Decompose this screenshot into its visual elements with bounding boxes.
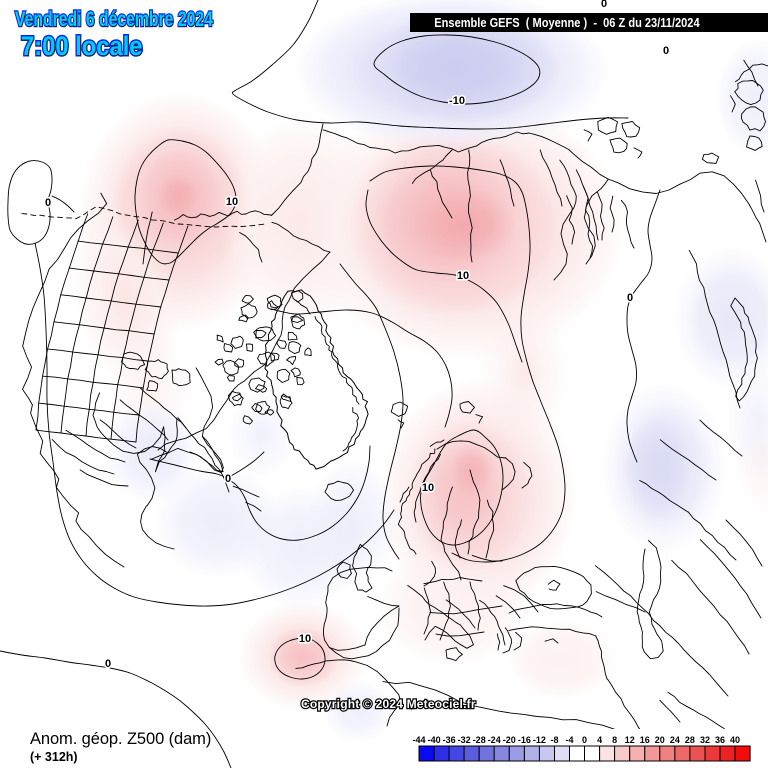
svg-text:0: 0 — [45, 197, 51, 209]
svg-text:-44: -44 — [412, 735, 425, 745]
svg-text:0: 0 — [627, 292, 633, 304]
svg-text:16: 16 — [640, 735, 650, 745]
svg-text:40: 40 — [730, 735, 740, 745]
svg-text:-24: -24 — [488, 735, 501, 745]
svg-text:-4: -4 — [565, 735, 573, 745]
svg-text:10: 10 — [299, 633, 311, 645]
svg-text:0: 0 — [582, 735, 587, 745]
svg-text:-40: -40 — [428, 735, 441, 745]
svg-text:-16: -16 — [518, 735, 531, 745]
svg-text:10: 10 — [422, 482, 434, 494]
svg-text:-32: -32 — [458, 735, 471, 745]
svg-text:10: 10 — [457, 270, 469, 282]
svg-text:0: 0 — [225, 473, 231, 485]
svg-text:4: 4 — [597, 735, 602, 745]
svg-text:-36: -36 — [443, 735, 456, 745]
svg-text:8: 8 — [612, 735, 617, 745]
svg-text:10: 10 — [226, 196, 238, 208]
svg-text:36: 36 — [715, 735, 725, 745]
svg-text:0: 0 — [601, 0, 607, 10]
svg-text:32: 32 — [700, 735, 710, 745]
svg-text:-10: -10 — [449, 95, 465, 107]
svg-text:-28: -28 — [473, 735, 486, 745]
svg-text:0: 0 — [663, 45, 669, 57]
svg-text:24: 24 — [670, 735, 680, 745]
svg-text:12: 12 — [625, 735, 635, 745]
svg-text:0: 0 — [105, 658, 111, 670]
svg-text:-20: -20 — [503, 735, 516, 745]
svg-text:20: 20 — [655, 735, 665, 745]
svg-text:-12: -12 — [533, 735, 546, 745]
svg-text:28: 28 — [685, 735, 695, 745]
svg-text:-8: -8 — [550, 735, 558, 745]
